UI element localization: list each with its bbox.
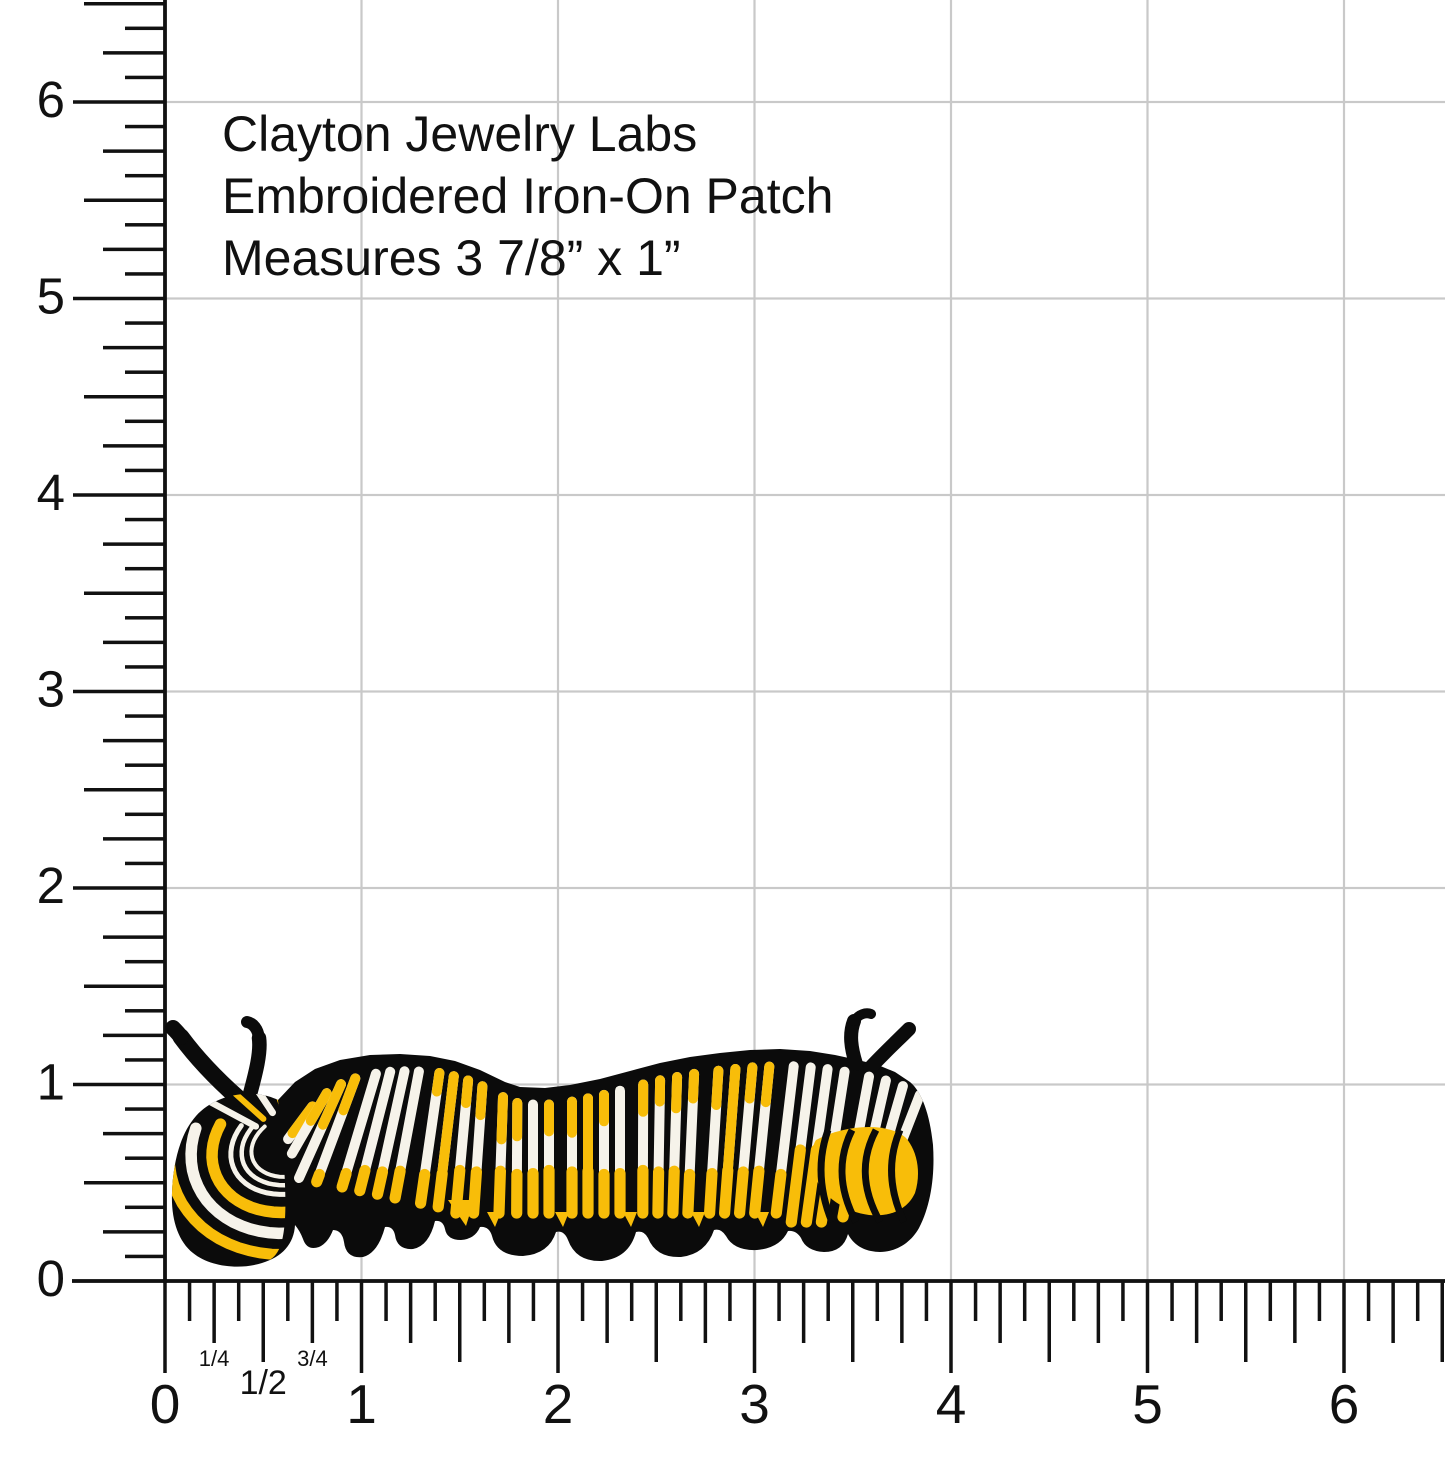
svg-text:3/4: 3/4 xyxy=(297,1346,328,1371)
svg-text:6: 6 xyxy=(37,71,65,128)
svg-text:4: 4 xyxy=(936,1373,967,1435)
svg-text:4: 4 xyxy=(37,464,65,521)
svg-text:2: 2 xyxy=(37,857,65,914)
svg-text:5: 5 xyxy=(37,268,65,325)
svg-text:3: 3 xyxy=(37,661,65,718)
svg-text:3: 3 xyxy=(739,1373,770,1435)
svg-text:1: 1 xyxy=(346,1373,377,1435)
svg-text:1/2: 1/2 xyxy=(240,1364,287,1402)
svg-text:1: 1 xyxy=(37,1054,65,1111)
svg-text:5: 5 xyxy=(1132,1373,1163,1435)
svg-text:0: 0 xyxy=(37,1250,65,1307)
svg-text:2: 2 xyxy=(543,1373,574,1435)
svg-text:1/4: 1/4 xyxy=(199,1346,230,1371)
svg-text:0: 0 xyxy=(150,1373,181,1435)
svg-text:6: 6 xyxy=(1329,1373,1360,1435)
